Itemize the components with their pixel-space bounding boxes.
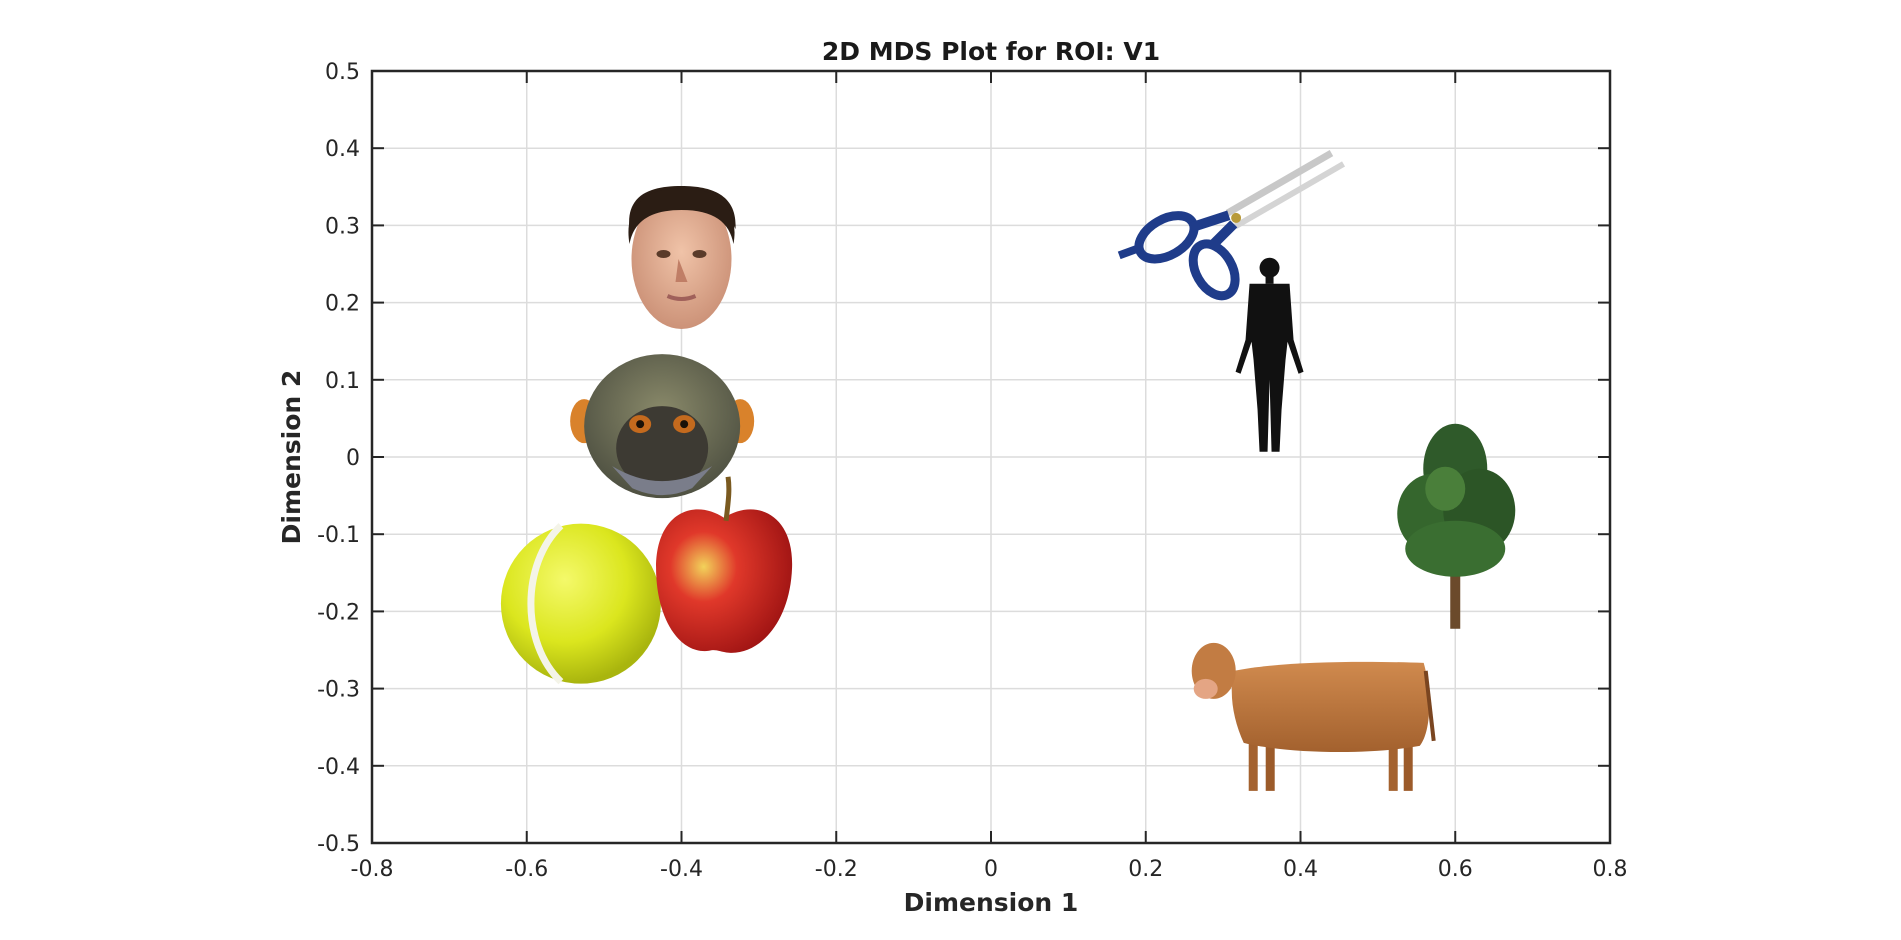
apple-icon <box>656 509 793 653</box>
y-tick-label: 0.4 <box>325 137 360 162</box>
y-tick-label: 0.1 <box>325 369 360 394</box>
point-tree <box>1397 423 1516 629</box>
point-monkey-face <box>570 354 755 499</box>
tree-icon <box>1397 423 1516 577</box>
y-tick-label: -0.5 <box>317 832 360 857</box>
x-tick-label: -0.2 <box>815 857 858 882</box>
y-tick-label: 0.5 <box>325 60 360 85</box>
person-silhouette-icon <box>1235 257 1304 452</box>
face-skin-icon <box>631 189 732 329</box>
y-tick-labels: 0.5 0.4 0.3 0.2 0.1 0 -0.1 -0.2 -0.3 -0.4 -0.5 <box>317 60 360 857</box>
x-tick-label: 0.6 <box>1438 857 1473 882</box>
y-tick-label: -0.3 <box>317 678 360 703</box>
x-axis-label: Dimension 1 <box>904 888 1079 917</box>
y-tick-label: 0 <box>346 446 360 471</box>
point-tennis-ball <box>500 523 661 685</box>
x-tick-label: 0.2 <box>1128 857 1163 882</box>
x-tick-label: -0.6 <box>505 857 548 882</box>
x-tick-label: 0 <box>984 857 998 882</box>
point-cow <box>1191 642 1436 791</box>
point-apple <box>656 476 793 653</box>
tick-marks <box>371 70 1611 844</box>
point-human-face <box>628 186 736 329</box>
x-tick-labels: -0.8 -0.6 -0.4 -0.2 0 0.2 0.4 0.6 0.8 <box>351 857 1628 882</box>
y-tick-label: -0.2 <box>317 600 360 625</box>
y-tick-label: 0.2 <box>325 292 360 317</box>
point-human-silhouette <box>1235 257 1304 452</box>
y-tick-label: -0.4 <box>317 755 360 780</box>
x-tick-label: -0.4 <box>660 857 703 882</box>
y-axis-label: Dimension 2 <box>277 370 306 545</box>
tennis-ball-icon <box>500 523 661 684</box>
y-tick-label: -0.1 <box>317 523 360 548</box>
x-tick-label: -0.8 <box>351 857 394 882</box>
y-tick-label: 0.3 <box>325 214 360 239</box>
x-tick-label: 0.4 <box>1283 857 1318 882</box>
cow-icon <box>1191 642 1436 791</box>
x-tick-label: 0.8 <box>1593 857 1628 882</box>
point-scissors <box>1117 150 1346 301</box>
chart-title: 2D MDS Plot for ROI: V1 <box>822 37 1160 66</box>
